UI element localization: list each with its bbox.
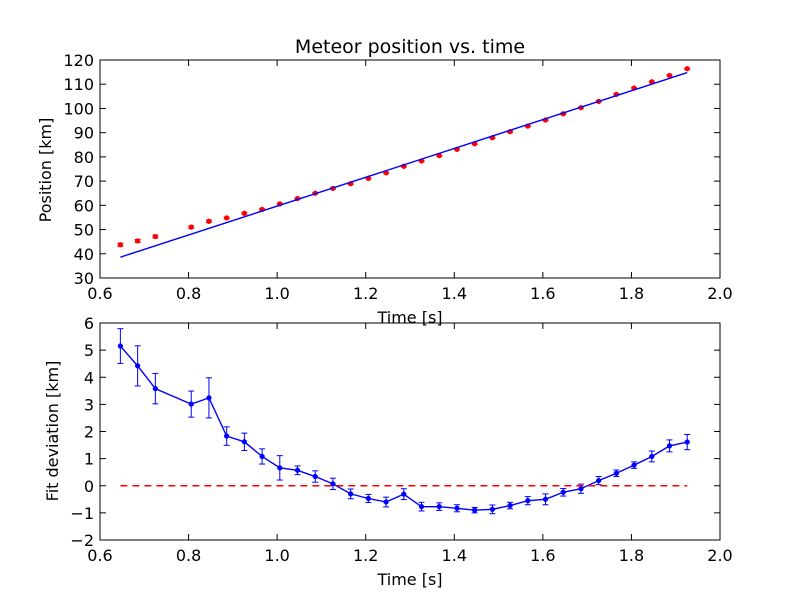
data-point <box>365 495 372 502</box>
y-tick-label: 6 <box>84 314 94 333</box>
y-tick-label: 2 <box>84 423 94 442</box>
y-tick-label: 30 <box>74 269 94 288</box>
x-tick-label: 1.6 <box>530 546 555 565</box>
deviation-chart: Time [s] Fit deviation [km] 0.6 0.8 1.0 1.2… <box>43 314 733 589</box>
y-tick-label: −1 <box>70 504 94 523</box>
data-point <box>578 486 584 492</box>
chart-title: Meteor position vs. time <box>295 36 525 58</box>
data-point <box>401 491 407 497</box>
x-tick-label: 0.6 <box>87 284 112 303</box>
data-point <box>631 462 637 468</box>
y-tick-label: 60 <box>74 196 94 215</box>
data-point <box>684 66 690 72</box>
data-point <box>241 439 248 445</box>
x-axis-label: Time [s] <box>376 570 442 589</box>
x-tick-label: 1.2 <box>353 284 378 303</box>
data-point <box>666 443 673 449</box>
data-point <box>348 491 354 497</box>
x-tick-label: 1.4 <box>442 546 467 565</box>
y-tick-label: 110 <box>63 75 94 94</box>
y-tick-label: 100 <box>63 99 94 118</box>
data-point <box>454 505 460 511</box>
data-point <box>472 507 478 513</box>
data-point <box>188 224 194 230</box>
x-tick-label: 1.8 <box>619 284 644 303</box>
x-tick-label: 1.0 <box>264 546 289 565</box>
data-point <box>117 242 124 248</box>
y-tick-label: 40 <box>74 245 94 264</box>
x-tick-label: 2.0 <box>707 546 732 565</box>
y-tick-label: 120 <box>63 51 94 70</box>
data-point <box>596 477 602 484</box>
data-point <box>684 439 690 445</box>
data-point <box>294 467 301 473</box>
x-axis-label: Time [s] <box>376 308 442 327</box>
y-axis-label: Fit deviation [km] <box>43 361 62 502</box>
x-tick-label: 1.4 <box>442 284 467 303</box>
data-point <box>152 385 159 392</box>
data-point <box>542 496 549 502</box>
y-tick-label: 1 <box>84 450 94 469</box>
data-point <box>649 453 655 460</box>
plot-frame <box>99 59 721 279</box>
y-tick-label: 80 <box>74 148 94 167</box>
axis-ticks: 0.6 0.8 1.0 1.2 1.4 1.6 1.8 2.0 30 40 50 60 70 80 90 10… <box>63 51 732 303</box>
x-tick-label: 1.6 <box>530 284 555 303</box>
y-axis-label: Position [km] <box>36 118 55 223</box>
data-point <box>277 465 283 471</box>
data-point <box>507 502 513 509</box>
data-point <box>330 481 336 487</box>
series-line <box>120 71 688 258</box>
plot-area <box>117 66 691 258</box>
data-point <box>259 453 265 460</box>
data-point <box>134 238 141 244</box>
data-point <box>613 470 620 476</box>
series-line <box>119 345 688 511</box>
data-point <box>241 210 248 216</box>
data-point <box>206 395 212 401</box>
y-tick-label: 90 <box>74 124 94 143</box>
data-point <box>224 433 230 439</box>
position-chart: Meteor position vs. time Time [s] Positi… <box>36 36 733 327</box>
data-point <box>560 489 566 495</box>
plot-frame <box>99 322 721 541</box>
y-tick-label: 50 <box>74 221 94 240</box>
data-point <box>418 503 425 510</box>
y-tick-label: 0 <box>84 477 94 496</box>
data-point <box>188 401 194 407</box>
data-point <box>383 499 389 505</box>
y-tick-label: 70 <box>74 172 94 191</box>
data-point <box>152 233 159 240</box>
x-tick-label: 0.6 <box>87 546 112 565</box>
x-tick-label: 1.2 <box>353 546 378 565</box>
y-tick-label: 5 <box>84 341 94 360</box>
y-tick-label: 3 <box>84 395 94 414</box>
data-point <box>436 503 442 510</box>
data-point <box>489 506 496 512</box>
y-tick-label: 4 <box>84 368 94 387</box>
x-tick-label: 1.8 <box>619 546 644 565</box>
data-point <box>224 215 230 221</box>
y-tick-label: −2 <box>70 531 94 550</box>
plot-area <box>117 328 691 515</box>
data-point <box>206 218 212 224</box>
x-tick-label: 0.8 <box>176 284 201 303</box>
axis-ticks: 0.6 0.8 1.0 1.2 1.4 1.6 1.8 2.0 −2 −1 0 1 2 3 4 5 6 <box>70 314 732 565</box>
data-point <box>134 363 141 369</box>
data-point <box>525 498 531 504</box>
data-point <box>117 343 124 349</box>
x-tick-label: 0.8 <box>176 546 201 565</box>
x-tick-label: 1.0 <box>264 284 289 303</box>
data-point <box>312 473 318 480</box>
x-tick-label: 2.0 <box>707 284 732 303</box>
